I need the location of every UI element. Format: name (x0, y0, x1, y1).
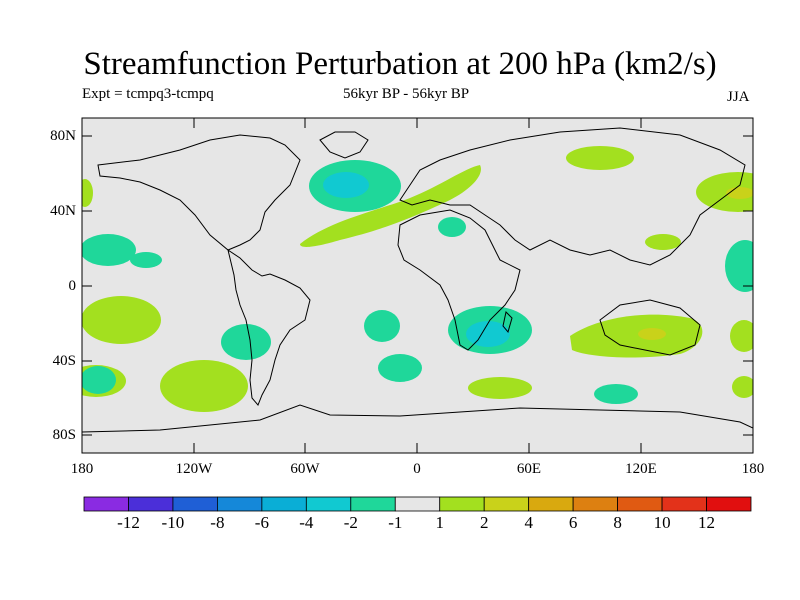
colorbar-swatch-0 (83, 496, 129, 512)
colorbar-label-2: -8 (210, 513, 225, 532)
lon-label-0: 0 (413, 461, 421, 477)
lat-label-0: 0 (68, 278, 77, 294)
coastlines (82, 127, 753, 433)
colorbar-label-5: -2 (343, 513, 358, 532)
colorbar-label-12: 10 (653, 513, 671, 532)
field-nw-pacific (696, 172, 753, 212)
field-east-pacific-tail (130, 252, 162, 268)
field-central-asia (566, 146, 634, 170)
colorbar-swatch-5 (305, 496, 352, 512)
coast-south-america (227, 248, 311, 406)
field-australia-core (638, 328, 666, 340)
lat-label-40n: 40N (50, 203, 76, 219)
field-kerguelen (594, 384, 638, 404)
colorbar-label-4: -4 (299, 513, 314, 532)
lon-label-60e: 60E (516, 461, 542, 477)
colorbar-swatch-4 (261, 496, 307, 512)
colorbar-label-7: 1 (435, 513, 444, 532)
period-label: 56kyr BP - 56kyr BP (343, 86, 470, 102)
lon-label-60w: 60W (290, 461, 320, 477)
lat-label-80n: 80N (50, 128, 76, 144)
lon-label-180w: 180 (70, 461, 94, 477)
colorbar-label-6: -1 (388, 513, 403, 532)
contour-fields (82, 146, 753, 412)
colorbar-swatch-7 (394, 496, 441, 512)
colorbar-swatch-12 (617, 496, 663, 512)
colorbar-label-1: -10 (161, 513, 185, 532)
coast-eurasia (399, 127, 746, 266)
field-north-atlantic-core (323, 172, 369, 198)
field-south-atlantic (364, 310, 400, 342)
field-west-pacific (725, 240, 753, 292)
colorbar-swatch-6 (350, 496, 396, 512)
colorbar-swatch-14 (706, 496, 752, 512)
coast-africa (397, 209, 521, 351)
field-west-edge (82, 179, 93, 207)
field-east-pacific (82, 234, 136, 266)
season-label: JJA (727, 89, 750, 105)
colorbar-swatch-2 (172, 496, 218, 512)
colorbar-swatch-3 (216, 496, 263, 512)
coast-antarctica (82, 404, 753, 433)
coast-madagascar (502, 310, 513, 334)
colorbar-label-0: -12 (117, 513, 140, 532)
coast-greenland (319, 131, 369, 159)
colorbar-label-8: 2 (479, 513, 489, 532)
colorbar-label-11: 8 (613, 513, 622, 532)
field-tasman (730, 320, 753, 352)
colorbar-label-10: 6 (568, 513, 578, 532)
colorbar-swatch-11 (572, 496, 619, 512)
field-south-pacific-east-edge (732, 376, 753, 398)
colorbar-swatch-10 (528, 496, 574, 512)
field-nw-pacific-core (726, 187, 753, 199)
colorbar-swatch-1 (128, 496, 174, 512)
field-south-america-pacific (221, 324, 271, 360)
lat-label-80s: 80S (52, 427, 76, 443)
field-atlantic-europe-band (300, 165, 481, 247)
field-south-atlantic-south (378, 354, 422, 382)
coast-north-america (97, 134, 301, 251)
colorbar-label-13: 12 (698, 513, 715, 532)
colorbar (83, 496, 752, 512)
field-south-pacific-west (82, 296, 161, 344)
colorbar-label-9: 4 (524, 513, 533, 532)
field-australia (570, 314, 703, 358)
colorbar-swatch-13 (661, 496, 707, 512)
chart-title: Streamfunction Perturbation at 200 hPa (… (83, 46, 717, 82)
lon-label-180e: 180 (741, 461, 765, 477)
field-mediterranean (438, 217, 466, 237)
lat-label-40s: 40S (52, 353, 76, 369)
field-south-pacific-east (160, 360, 248, 412)
field-south-china (645, 234, 681, 250)
experiment-label: Expt = tcmpq3-tcmpq (82, 86, 214, 102)
colorbar-swatch-8 (439, 496, 485, 512)
colorbar-swatch-9 (483, 496, 530, 512)
axis-ticks (82, 118, 753, 453)
lon-label-120e: 120E (625, 461, 657, 477)
colorbar-label-3: -6 (254, 513, 269, 532)
field-south-pacific-low (82, 366, 116, 394)
lon-label-120w: 120W (175, 461, 213, 477)
coast-australia (599, 299, 701, 356)
field-south-indian (468, 377, 532, 399)
